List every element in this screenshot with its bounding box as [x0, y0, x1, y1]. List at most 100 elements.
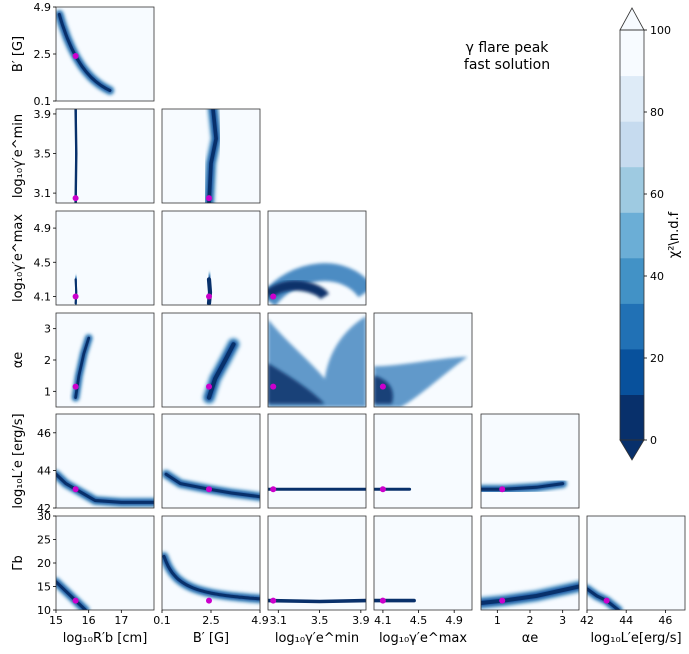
panel-L-gamma: 42 44 46 — [580, 515, 686, 627]
x-tick-label: 15 — [49, 614, 63, 627]
y-tick-label: 3.5 — [34, 148, 52, 161]
panel-frame — [161, 210, 261, 306]
y-tick-label: 20 — [37, 557, 51, 570]
panel-frame — [55, 413, 155, 509]
chi2-band-core — [206, 342, 236, 400]
panel-alpha-L — [480, 413, 580, 509]
chi2-band-core — [56, 580, 87, 610]
y-tick-label: 25 — [37, 534, 51, 547]
colorbar-tick-label: 80 — [650, 106, 664, 119]
y-tick-label: 4.5 — [34, 256, 52, 269]
y-axis-label-1: log₁₀γ′e^min — [11, 114, 26, 198]
panel-background — [56, 211, 154, 305]
best-fit-marker — [72, 486, 79, 493]
panel-B-gmin — [161, 108, 261, 204]
chi2-band-core — [56, 472, 154, 504]
panel-frame — [55, 210, 155, 306]
panel-background — [268, 516, 366, 610]
best-fit-marker — [206, 597, 212, 604]
panel-gmin-gamma: 3.1 3.5 3.9 — [267, 515, 370, 627]
y-axis-label-5: Γb — [11, 555, 26, 571]
x-axis-label-R: log₁₀R′b [cm] — [63, 631, 148, 646]
colorbar-segment — [620, 303, 644, 350]
chi2-band-core — [57, 12, 112, 92]
y-axis-label-4: log₁₀L′e [erg/s] — [11, 413, 26, 508]
colorbar-tick-label: 0 — [650, 434, 657, 447]
colorbar-segment — [620, 348, 644, 395]
best-fit-marker — [72, 195, 79, 202]
colorbar-label: χ²\n.d.f — [667, 211, 682, 258]
colorbar-segment — [620, 75, 644, 122]
x-axis-label-L: log₁₀L′e[erg/s] — [590, 631, 681, 646]
panel-background — [374, 516, 472, 610]
chi2-band-core — [481, 584, 579, 605]
x-tick-label: 3.9 — [352, 614, 370, 627]
x-tick-label: 44 — [619, 614, 633, 627]
x-axis-label-B: B′ [G] — [193, 631, 229, 646]
y-tick-label: 2 — [44, 354, 51, 367]
colorbar-segment — [620, 394, 644, 441]
y-tick-label: 10 — [37, 604, 51, 617]
best-fit-marker — [72, 383, 79, 390]
best-fit-marker — [499, 486, 506, 493]
best-fit-marker — [270, 597, 277, 604]
panel-B-L — [161, 413, 261, 509]
panel-gmin-alpha — [267, 312, 367, 408]
panel-frame — [373, 515, 473, 611]
colorbar: 0 20 40 60 80 100 χ²\n.d.f — [619, 7, 682, 461]
y-tick-label: 4.9 — [34, 1, 52, 14]
panel-gmin-gmax — [267, 210, 367, 306]
panel-R-gmin: 3.1 3.5 3.9 — [34, 108, 155, 204]
colorbar-extend-bottom — [619, 439, 645, 461]
chi2-band-core — [74, 109, 78, 203]
panel-frame — [267, 312, 367, 408]
best-fit-marker — [206, 195, 212, 202]
panel-B-gamma: 0.1 2.5 4.9 — [153, 515, 269, 627]
x-tick-label: 2.5 — [202, 614, 220, 627]
best-fit-marker — [72, 53, 79, 59]
x-axis-label-gmax: log₁₀γ′e^max — [379, 631, 467, 646]
panel-frame — [267, 413, 367, 509]
best-fit-marker — [379, 597, 386, 604]
x-tick-label: 46 — [658, 614, 672, 627]
y-tick-label: 44 — [37, 464, 51, 477]
y-tick-label: 4.1 — [34, 290, 52, 303]
panel-frame — [161, 413, 261, 509]
panel-background — [56, 109, 154, 203]
chi2-region-core — [374, 375, 393, 404]
best-fit-marker — [206, 383, 212, 390]
colorbar-segment — [620, 257, 644, 304]
y-tick-label: 3.1 — [34, 187, 52, 200]
chi2-band-core — [74, 278, 78, 305]
y-tick-label: 2.5 — [34, 48, 52, 61]
x-tick-label: 3 — [559, 614, 566, 627]
colorbar-tick-label: 20 — [650, 352, 664, 365]
colorbar-tick-label: 100 — [650, 24, 671, 37]
panel-gmax-L — [373, 413, 473, 509]
panel-frame — [161, 108, 261, 204]
x-tick-label: 1 — [494, 614, 501, 627]
colorbar-segment — [620, 30, 644, 77]
panel-B-alpha — [161, 312, 261, 408]
best-fit-marker — [270, 486, 277, 493]
y-tick-label: 0.1 — [34, 95, 52, 108]
x-tick-label: 17 — [114, 614, 128, 627]
x-tick-label: 42 — [580, 614, 594, 627]
chi2-band-core — [162, 554, 260, 601]
panel-frame — [161, 312, 261, 408]
panel-R-B: 0.1 2.5 4.9 — [34, 1, 155, 108]
y-tick-label: 30 — [37, 510, 51, 523]
x-tick-label: 4.5 — [410, 614, 428, 627]
y-tick-label: 15 — [37, 581, 51, 594]
best-fit-marker — [603, 597, 610, 604]
chi2-band-core — [207, 109, 218, 203]
panel-grid: 0.12.54.93.13.53.94.14.54.91234244461015… — [11, 1, 686, 646]
colorbar-segment — [620, 212, 644, 259]
x-axis-label-gmin: log₁₀γ′e^min — [275, 631, 359, 646]
x-tick-label: 4.9 — [445, 614, 463, 627]
chi2-band-core — [268, 598, 366, 604]
y-axis-label-2: log₁₀γ′e^max — [11, 214, 26, 302]
best-fit-marker — [270, 293, 277, 300]
